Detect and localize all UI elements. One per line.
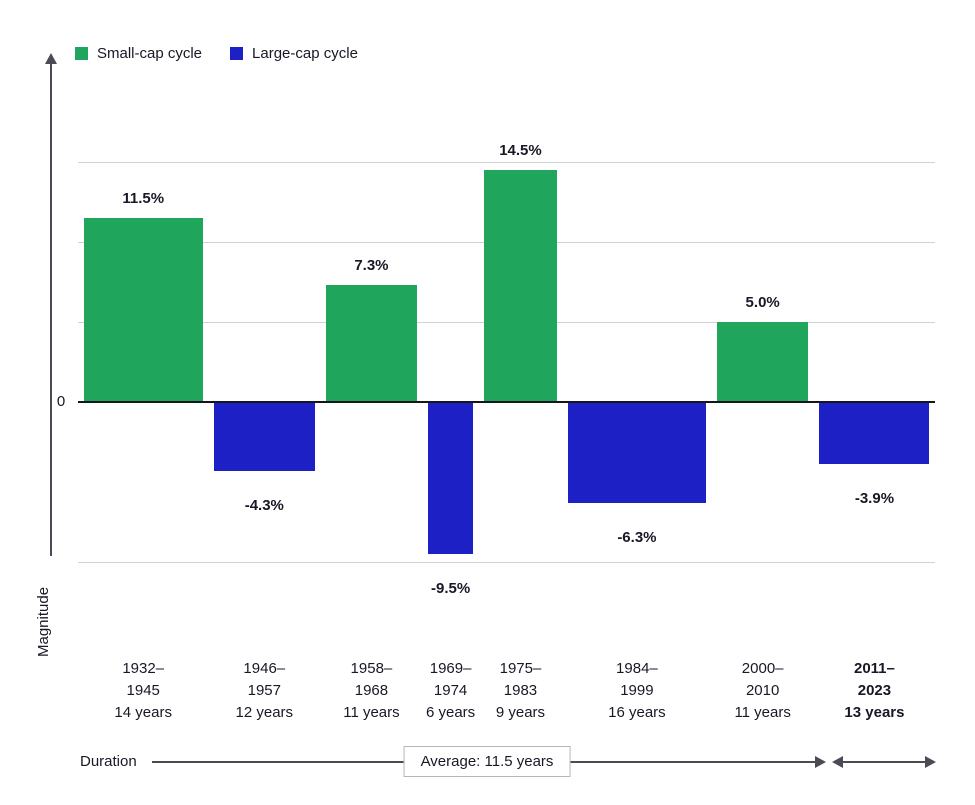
category-label-1969-1974: 1969– 1974 6 years — [425, 660, 476, 721]
zero-tick-label: 0 — [56, 393, 66, 410]
legend-item-large-cap: Large-cap cycle — [230, 45, 358, 62]
right-arrow-icon — [815, 756, 826, 768]
bar-1932-1945 — [83, 218, 203, 402]
average-duration-box: Average: 11.5 years — [403, 746, 571, 777]
small-cap-swatch-icon — [75, 47, 88, 60]
left-arrow-icon — [832, 756, 843, 768]
bar-1958-1968 — [325, 285, 418, 402]
bar-1975-1983 — [484, 170, 557, 402]
gridline — [78, 162, 935, 163]
category-label-2011-2023: 2011– 2023 13 years — [844, 660, 905, 721]
category-label-1946-1957: 1946– 1957 12 years — [235, 660, 294, 721]
value-label-2000-2010: 5.0% — [745, 294, 780, 311]
value-label-1969-1974: -9.5% — [431, 580, 471, 597]
up-arrow-icon — [45, 53, 57, 64]
bar-2011-2023 — [819, 402, 930, 465]
category-label-1932-1945: 1932– 1945 14 years — [114, 660, 172, 721]
value-label-1932-1945: 11.5% — [122, 190, 165, 207]
value-label-2011-2023: -3.9% — [854, 490, 895, 508]
large-cap-swatch-icon — [230, 47, 244, 60]
value-label-1984-1999: -6.3% — [617, 528, 657, 546]
x-axis-label: Duration — [80, 753, 137, 770]
y-axis-line — [50, 64, 52, 556]
legend-label-large-cap: Large-cap cycle — [252, 45, 358, 62]
bar-1984-1999 — [567, 402, 706, 503]
value-label-1946-1957: -4.3% — [244, 496, 284, 514]
value-label-1975-1983: 14.5% — [499, 142, 542, 159]
category-label-1958-1968: 1958– 1968 11 years — [343, 660, 400, 721]
current-cycle-double-arrow-line — [841, 761, 927, 763]
gridline — [78, 562, 935, 563]
category-label-1984-1999: 1984– 1999 16 years — [608, 660, 666, 721]
bar-2000-2010 — [716, 322, 809, 402]
bar-1946-1957 — [213, 402, 315, 471]
legend: Small-cap cycle Large-cap cycle — [75, 45, 358, 62]
category-label-2000-2010: 2000– 2010 11 years — [734, 660, 791, 721]
right-arrow-icon — [925, 756, 936, 768]
value-label-1958-1968: 7.3% — [354, 257, 389, 275]
zero-axis-line — [78, 401, 935, 403]
legend-label-small-cap: Small-cap cycle — [97, 45, 203, 62]
legend-item-small-cap: Small-cap cycle — [75, 45, 202, 62]
category-label-1975-1983: 1975– 1983 9 years — [495, 660, 546, 721]
bar-1969-1974 — [428, 402, 474, 554]
